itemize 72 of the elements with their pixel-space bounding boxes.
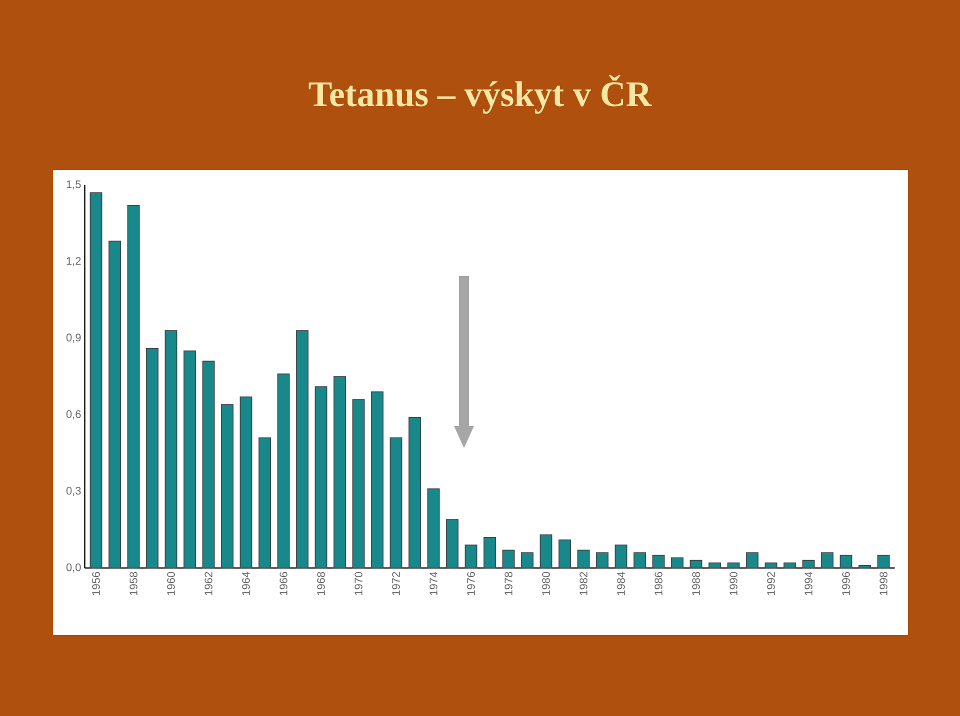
bar: [296, 330, 308, 568]
x-tick-label: 1984: [617, 572, 625, 596]
chart-title: Tetanus – výskyt v ČR: [308, 74, 652, 114]
bar: [727, 562, 740, 568]
x-tick-label: 1986: [654, 572, 662, 596]
bar: [764, 562, 778, 568]
bar: [202, 360, 215, 568]
bar: [277, 374, 290, 568]
y-tick-label: 0,6: [66, 410, 81, 420]
x-tick-label: 1966: [280, 572, 288, 596]
bar: [614, 544, 628, 568]
x-tick-label: 1978: [504, 572, 512, 596]
bar: [464, 544, 478, 568]
bar: [314, 386, 328, 568]
bar: [840, 554, 852, 568]
x-tick-label: 1988: [692, 572, 700, 596]
bar: [502, 550, 515, 568]
x-tick-label: 1982: [580, 572, 588, 596]
y-tick-label: 1,5: [66, 180, 81, 190]
bar: [784, 562, 796, 568]
x-tick-label: 1998: [880, 572, 888, 596]
x-tick-label: 1960: [167, 572, 175, 596]
x-tick-label: 1980: [542, 572, 550, 596]
x-tick-label: 1968: [317, 572, 325, 596]
y-tick-label: 0,3: [66, 486, 81, 496]
bar: [240, 396, 252, 568]
x-tick-label: 1974: [430, 572, 438, 596]
bar: [634, 552, 646, 568]
bar: [221, 404, 234, 568]
bar: [821, 552, 834, 568]
bar: [108, 240, 121, 568]
x-tick-label: 1958: [130, 572, 138, 596]
bar: [877, 554, 890, 568]
bar: [558, 540, 571, 568]
bar: [127, 205, 140, 568]
bar: [90, 192, 102, 568]
bar: [746, 552, 758, 568]
bar: [408, 416, 421, 568]
bar: [708, 562, 721, 568]
x-tick-label: 1990: [730, 572, 738, 596]
bar: [596, 552, 608, 568]
x-tick-label: 1970: [354, 572, 362, 596]
x-tick-label: 1976: [467, 572, 475, 596]
bar: [352, 399, 365, 568]
bar: [521, 552, 534, 568]
bar: [652, 554, 665, 568]
bar: [371, 391, 384, 568]
bar: [577, 550, 590, 568]
x-tick-label: 1992: [767, 572, 775, 596]
bar: [690, 560, 702, 568]
bar: [184, 350, 196, 568]
bar: [858, 565, 871, 568]
bar: [334, 376, 346, 568]
x-tick-label: 1956: [92, 572, 100, 596]
bar: [146, 348, 158, 568]
y-tick-label: 1,2: [66, 257, 81, 266]
y-tick-label: 0,0: [66, 563, 81, 573]
bar: [446, 519, 458, 568]
y-tick-label: 0,9: [66, 334, 81, 343]
x-tick-label: 1962: [204, 572, 212, 596]
bar: [390, 437, 402, 568]
bar: [540, 534, 552, 568]
bar: [427, 488, 440, 568]
x-tick-label: 1994: [804, 572, 812, 596]
x-tick-label: 1996: [842, 572, 850, 596]
bar: [802, 560, 815, 568]
bar: [484, 536, 496, 568]
bar: [258, 437, 271, 568]
x-tick-label: 1972: [392, 572, 400, 596]
x-tick-label: 1964: [242, 572, 250, 596]
bar: [164, 330, 178, 568]
bar: [671, 557, 684, 568]
